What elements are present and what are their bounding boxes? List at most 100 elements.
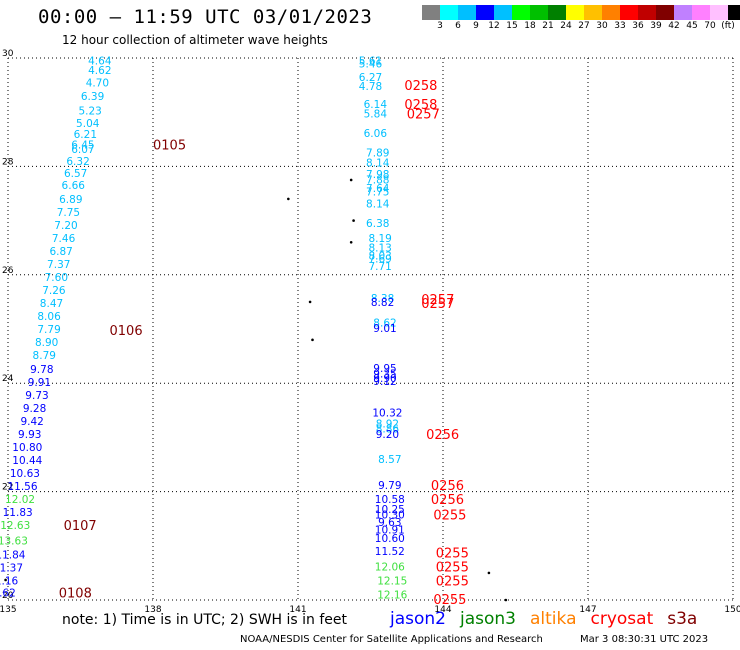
swh-value-label: 8.62 [373, 317, 396, 329]
swh-value-label: 6.66 [62, 180, 86, 192]
swh-value-label: 11.83 [3, 507, 33, 519]
swh-value-label: 5.04 [76, 118, 100, 130]
pass-time-label: 0105 [153, 139, 186, 154]
legend-label: 18 [524, 21, 536, 31]
legend-swatch [620, 5, 638, 20]
legend-label: 24 [560, 21, 572, 31]
swh-value-label: 5.61 [359, 56, 382, 68]
legend-swatch [530, 5, 548, 20]
legend-label: 45 [686, 21, 698, 31]
legend-swatch [566, 5, 584, 20]
swh-value-label: 4.78 [359, 81, 382, 93]
legend-label: 21 [542, 21, 554, 31]
pass-time-label: 0256 [431, 493, 464, 508]
island-marker [349, 178, 353, 182]
swh-value-label: 8.57 [378, 454, 401, 466]
x-tick-label: 135 [0, 605, 17, 615]
swh-value-label: 7.98 [366, 169, 389, 181]
swh-value-label: 8.92 [376, 418, 399, 430]
pass-time-label: 0108 [59, 586, 92, 601]
swh-value-label: 12.06 [375, 561, 405, 573]
legend-swatch [656, 5, 674, 20]
color-scale-labels: 3 6 9 12 15 18 21 24 27 30 33 36 39 42 45 70 (ft) [422, 21, 735, 33]
legend-label: 30 [596, 21, 608, 31]
island-marker [4, 578, 7, 582]
swh-value-label: 8.82 [371, 297, 394, 309]
pass-time-label: 0255 [433, 508, 466, 523]
swh-value-label: 9.93 [18, 429, 41, 441]
x-tick-label: 141 [289, 605, 306, 615]
pass-time-label: 0255 [433, 593, 466, 608]
swh-value-label: 8.13 [368, 243, 391, 255]
generated-timestamp: Mar 3 08:30:31 UTC 2023 [580, 634, 709, 645]
swh-value-label: 6.06 [364, 128, 388, 140]
legend-label: 6 [455, 21, 461, 31]
x-tick-label: 138 [144, 605, 161, 615]
swh-value-label: 4.64 [88, 56, 112, 68]
swh-value-label: 11.56 [7, 481, 37, 493]
legend-label: 12 [488, 21, 500, 31]
swh-value-label: 6.45 [71, 140, 94, 152]
mission-jason3: jason3 [460, 609, 516, 629]
swh-value-label: 6.57 [64, 168, 87, 180]
credit-text: NOAA/NESDIS Center for Satellite Applica… [240, 634, 543, 645]
legend-swatch [476, 5, 494, 20]
swh-value-label: 7.69 [368, 254, 391, 266]
legend-label: 70 [704, 21, 716, 31]
legend-label: 42 [668, 21, 680, 31]
swh-value-label: 9.79 [378, 480, 401, 492]
swh-value-label: 11.84 [0, 549, 26, 561]
legend-label: 15 [506, 21, 518, 31]
chart-title: 00:00 — 11:59 UTC 03/01/2023 [38, 6, 373, 28]
swh-value-label: 11.16 [0, 575, 19, 587]
swh-value-label: 7.20 [54, 220, 77, 232]
chart-subtitle: 12 hour collection of altimeter wave hei… [62, 33, 328, 47]
swh-value-label: 9.91 [28, 377, 51, 389]
legend-label: 39 [650, 21, 662, 31]
swh-value-label: 7.71 [368, 261, 391, 273]
legend-label: (ft) [721, 21, 735, 31]
swh-value-label: 6.39 [81, 91, 104, 103]
pass-time-label: 0258 [404, 98, 437, 113]
legend-swatch [674, 5, 692, 20]
island-marker [308, 300, 312, 304]
swh-value-label: 9.28 [23, 403, 46, 415]
swh-value-label: 10.32 [372, 407, 402, 419]
legend-swatch [728, 5, 740, 20]
swh-value-label: 7.89 [366, 147, 389, 159]
swh-value-label: 11.62 [0, 587, 16, 599]
legend-label: 27 [578, 21, 590, 31]
mission-legend: jason2 jason3 altika cryosat s3a [390, 609, 697, 629]
island-marker [352, 219, 355, 222]
swh-value-label: 8.79 [33, 350, 56, 362]
y-tick-label: 22 [2, 483, 13, 493]
island-marker [487, 571, 491, 575]
swh-value-label: 6.38 [366, 218, 389, 230]
legend-swatch [512, 5, 530, 20]
swh-value-label: 9.90 [373, 373, 396, 385]
legend-label: 36 [632, 21, 644, 31]
swh-value-label: 6.27 [359, 72, 382, 84]
swh-value-label: 8.38 [371, 293, 394, 305]
swh-value-label: 6.87 [49, 246, 72, 258]
y-tick-label: 28 [2, 157, 14, 167]
pass-time-label: 0255 [436, 546, 469, 561]
swh-value-label: 10.30 [375, 509, 405, 521]
legend-swatch [602, 5, 620, 20]
pass-time-label: 0256 [426, 428, 459, 443]
legend-swatch [548, 5, 566, 20]
pass-time-label: 0257 [421, 293, 454, 308]
color-scale-bar [422, 5, 740, 20]
swh-value-label: 7.37 [47, 259, 70, 271]
legend-label: 3 [437, 21, 443, 31]
swh-value-label: 12.15 [377, 575, 407, 587]
swh-value-label: 7.88 [366, 174, 389, 186]
swh-value-label: 6.32 [66, 156, 89, 168]
swh-value-label: 10.63 [10, 468, 40, 480]
swh-value-label: 10.91 [375, 525, 405, 537]
pass-time-label: 0107 [64, 519, 97, 534]
swh-value-label: 8.86 [376, 424, 400, 436]
y-tick-label: 26 [2, 266, 14, 276]
swh-value-label: 12.02 [5, 494, 35, 506]
